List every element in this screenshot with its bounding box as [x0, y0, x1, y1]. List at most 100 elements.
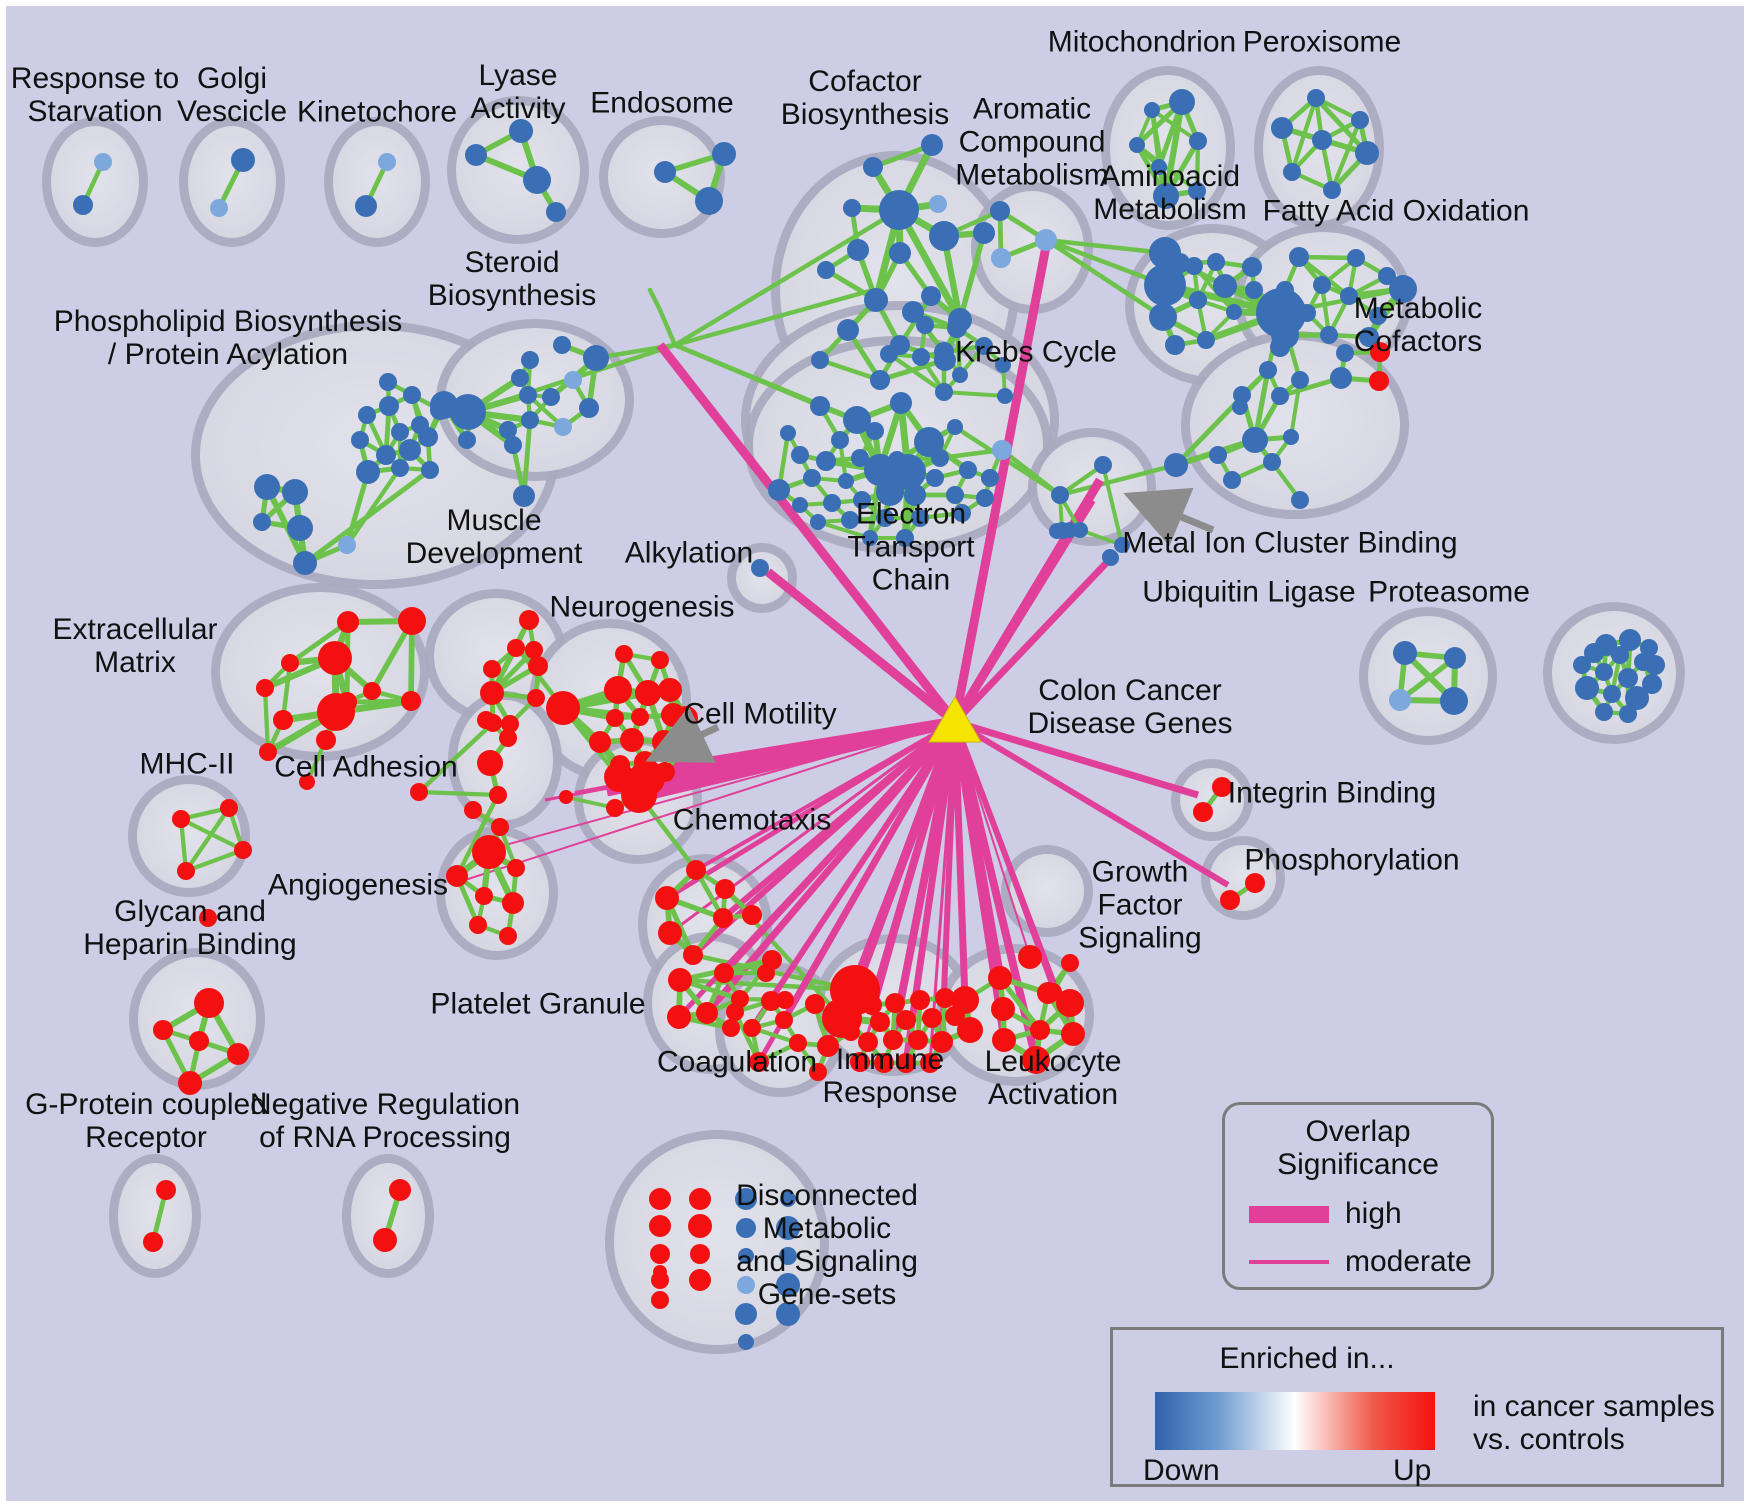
gene-set-node[interactable] — [1165, 335, 1185, 355]
gene-set-node[interactable] — [1169, 89, 1195, 115]
gene-set-node[interactable] — [293, 551, 317, 575]
gene-set-node[interactable] — [736, 1218, 756, 1238]
gene-set-node[interactable] — [738, 1334, 754, 1350]
gene-set-node[interactable] — [953, 504, 971, 522]
gene-set-node[interactable] — [722, 1019, 740, 1037]
gene-set-node[interactable] — [689, 1188, 711, 1210]
gene-set-node[interactable] — [843, 406, 871, 434]
cluster-body[interactable] — [457, 700, 553, 820]
gene-set-node[interactable] — [635, 680, 661, 706]
gene-set-node[interactable] — [1144, 264, 1186, 306]
gene-set-node[interactable] — [389, 1179, 411, 1201]
gene-set-node[interactable] — [761, 991, 781, 1011]
gene-set-node[interactable] — [1212, 777, 1232, 797]
gene-set-node[interactable] — [776, 1302, 800, 1326]
gene-set-node[interactable] — [713, 908, 733, 928]
gene-set-node[interactable] — [929, 195, 947, 213]
gene-set-node[interactable] — [469, 916, 487, 934]
gene-set-node[interactable] — [504, 436, 522, 454]
gene-set-node[interactable] — [583, 345, 609, 371]
gene-set-node[interactable] — [1312, 130, 1332, 150]
gene-set-node[interactable] — [94, 153, 112, 171]
gene-set-node[interactable] — [775, 1011, 793, 1029]
gene-set-node[interactable] — [1642, 674, 1662, 694]
gene-set-node[interactable] — [902, 301, 924, 323]
gene-set-node[interactable] — [606, 709, 624, 727]
gene-set-node[interactable] — [658, 678, 682, 702]
gene-set-node[interactable] — [1022, 1046, 1050, 1074]
gene-set-node[interactable] — [604, 676, 632, 704]
gene-set-node[interactable] — [779, 1247, 797, 1265]
gene-set-node[interactable] — [1313, 276, 1331, 294]
gene-set-node[interactable] — [768, 479, 790, 501]
gene-set-node[interactable] — [658, 921, 682, 945]
gene-set-node[interactable] — [254, 474, 280, 500]
gene-set-node[interactable] — [1289, 247, 1309, 267]
gene-set-node[interactable] — [876, 509, 894, 527]
gene-set-node[interactable] — [1061, 1022, 1085, 1046]
gene-set-node[interactable] — [751, 559, 769, 577]
gene-set-node[interactable] — [194, 988, 224, 1018]
gene-set-node[interactable] — [817, 261, 835, 279]
cluster-body[interactable] — [118, 1163, 192, 1269]
gene-set-node[interactable] — [922, 1008, 942, 1028]
gene-set-node[interactable] — [391, 423, 409, 441]
gene-set-node[interactable] — [1030, 1020, 1050, 1040]
gene-set-node[interactable] — [282, 479, 308, 505]
gene-set-node[interactable] — [991, 997, 1015, 1021]
gene-set-node[interactable] — [287, 515, 313, 541]
gene-set-node[interactable] — [811, 351, 829, 369]
gene-set-node[interactable] — [1378, 267, 1396, 285]
gene-set-node[interactable] — [1359, 327, 1379, 347]
gene-set-node[interactable] — [1193, 802, 1213, 822]
gene-set-node[interactable] — [1271, 117, 1293, 139]
gene-set-node[interactable] — [889, 242, 911, 264]
gene-set-node[interactable] — [620, 728, 644, 752]
gene-set-node[interactable] — [410, 783, 428, 801]
gene-set-node[interactable] — [874, 1053, 894, 1073]
gene-set-node[interactable] — [316, 730, 336, 750]
gene-set-node[interactable] — [1189, 132, 1207, 150]
gene-set-node[interactable] — [1245, 873, 1265, 893]
gene-set-node[interactable] — [615, 645, 633, 663]
gene-set-node[interactable] — [712, 142, 736, 166]
gene-set-node[interactable] — [480, 681, 504, 705]
gene-set-node[interactable] — [475, 887, 493, 905]
gene-set-node[interactable] — [997, 388, 1013, 404]
gene-set-node[interactable] — [1035, 229, 1057, 251]
gene-set-node[interactable] — [1114, 537, 1130, 553]
gene-set-node[interactable] — [317, 693, 355, 731]
gene-set-node[interactable] — [489, 786, 507, 804]
gene-set-node[interactable] — [559, 790, 573, 804]
gene-set-node[interactable] — [542, 388, 560, 406]
gene-set-node[interactable] — [931, 1031, 953, 1053]
gene-set-node[interactable] — [947, 419, 963, 435]
gene-set-node[interactable] — [651, 651, 669, 669]
gene-set-node[interactable] — [499, 729, 517, 747]
gene-set-node[interactable] — [398, 607, 426, 635]
gene-set-node[interactable] — [780, 425, 796, 441]
gene-set-node[interactable] — [908, 1030, 928, 1050]
gene-set-node[interactable] — [776, 1216, 800, 1240]
gene-set-node[interactable] — [483, 660, 501, 678]
gene-set-node[interactable] — [896, 1053, 916, 1073]
gene-set-node[interactable] — [1144, 102, 1160, 118]
gene-set-node[interactable] — [934, 342, 954, 362]
gene-set-node[interactable] — [491, 818, 509, 836]
gene-set-node[interactable] — [338, 536, 356, 554]
gene-set-node[interactable] — [477, 711, 495, 729]
gene-set-node[interactable] — [911, 509, 929, 527]
gene-set-node[interactable] — [178, 1071, 202, 1095]
gene-set-node[interactable] — [356, 460, 380, 484]
gene-set-node[interactable] — [743, 1019, 761, 1037]
gene-set-node[interactable] — [513, 485, 535, 507]
gene-set-node[interactable] — [525, 641, 543, 659]
gene-set-node[interactable] — [921, 134, 943, 156]
gene-set-node[interactable] — [421, 461, 439, 479]
gene-set-node[interactable] — [931, 449, 949, 467]
gene-set-node[interactable] — [866, 422, 884, 440]
gene-set-node[interactable] — [654, 161, 676, 183]
gene-set-node[interactable] — [256, 679, 274, 697]
gene-set-node[interactable] — [776, 991, 794, 1009]
gene-set-node[interactable] — [528, 656, 548, 676]
